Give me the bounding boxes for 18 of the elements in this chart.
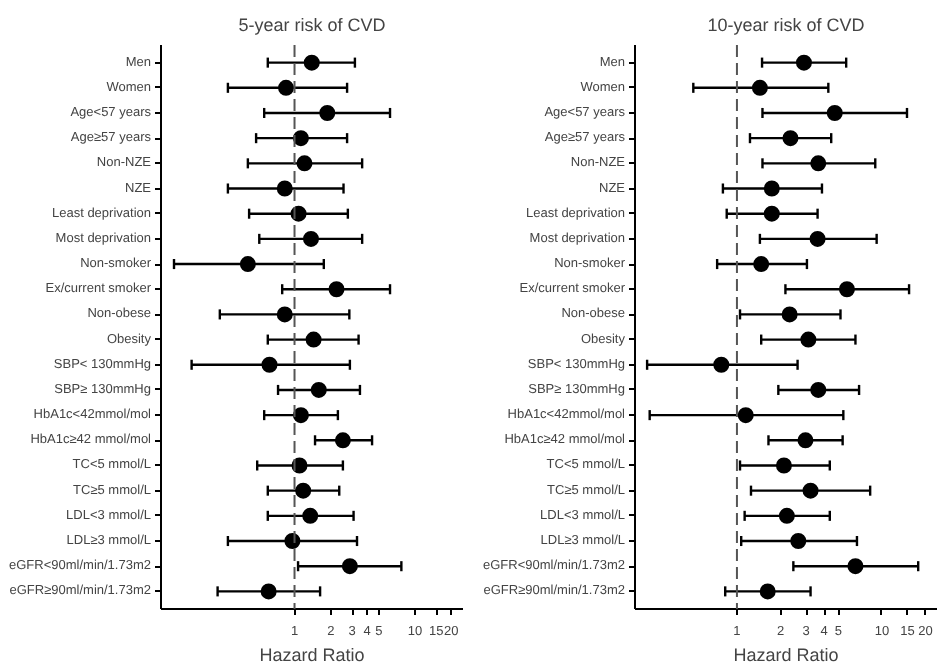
point [781, 306, 798, 323]
point [782, 130, 799, 147]
point [810, 155, 827, 172]
chart-title: 10-year risk of CVD [707, 15, 866, 35]
x-axis-title: Hazard Ratio [259, 645, 365, 665]
point [763, 180, 780, 197]
point [795, 54, 812, 71]
point [800, 331, 817, 348]
chart-title: 5-year risk of CVD [238, 15, 387, 35]
point [809, 230, 826, 247]
point [790, 533, 807, 549]
point [810, 381, 827, 398]
point [802, 482, 819, 499]
point [775, 457, 792, 474]
point [778, 507, 795, 524]
point [763, 205, 780, 222]
point [797, 432, 814, 449]
x-axis-title: Hazard Ratio [733, 645, 839, 665]
